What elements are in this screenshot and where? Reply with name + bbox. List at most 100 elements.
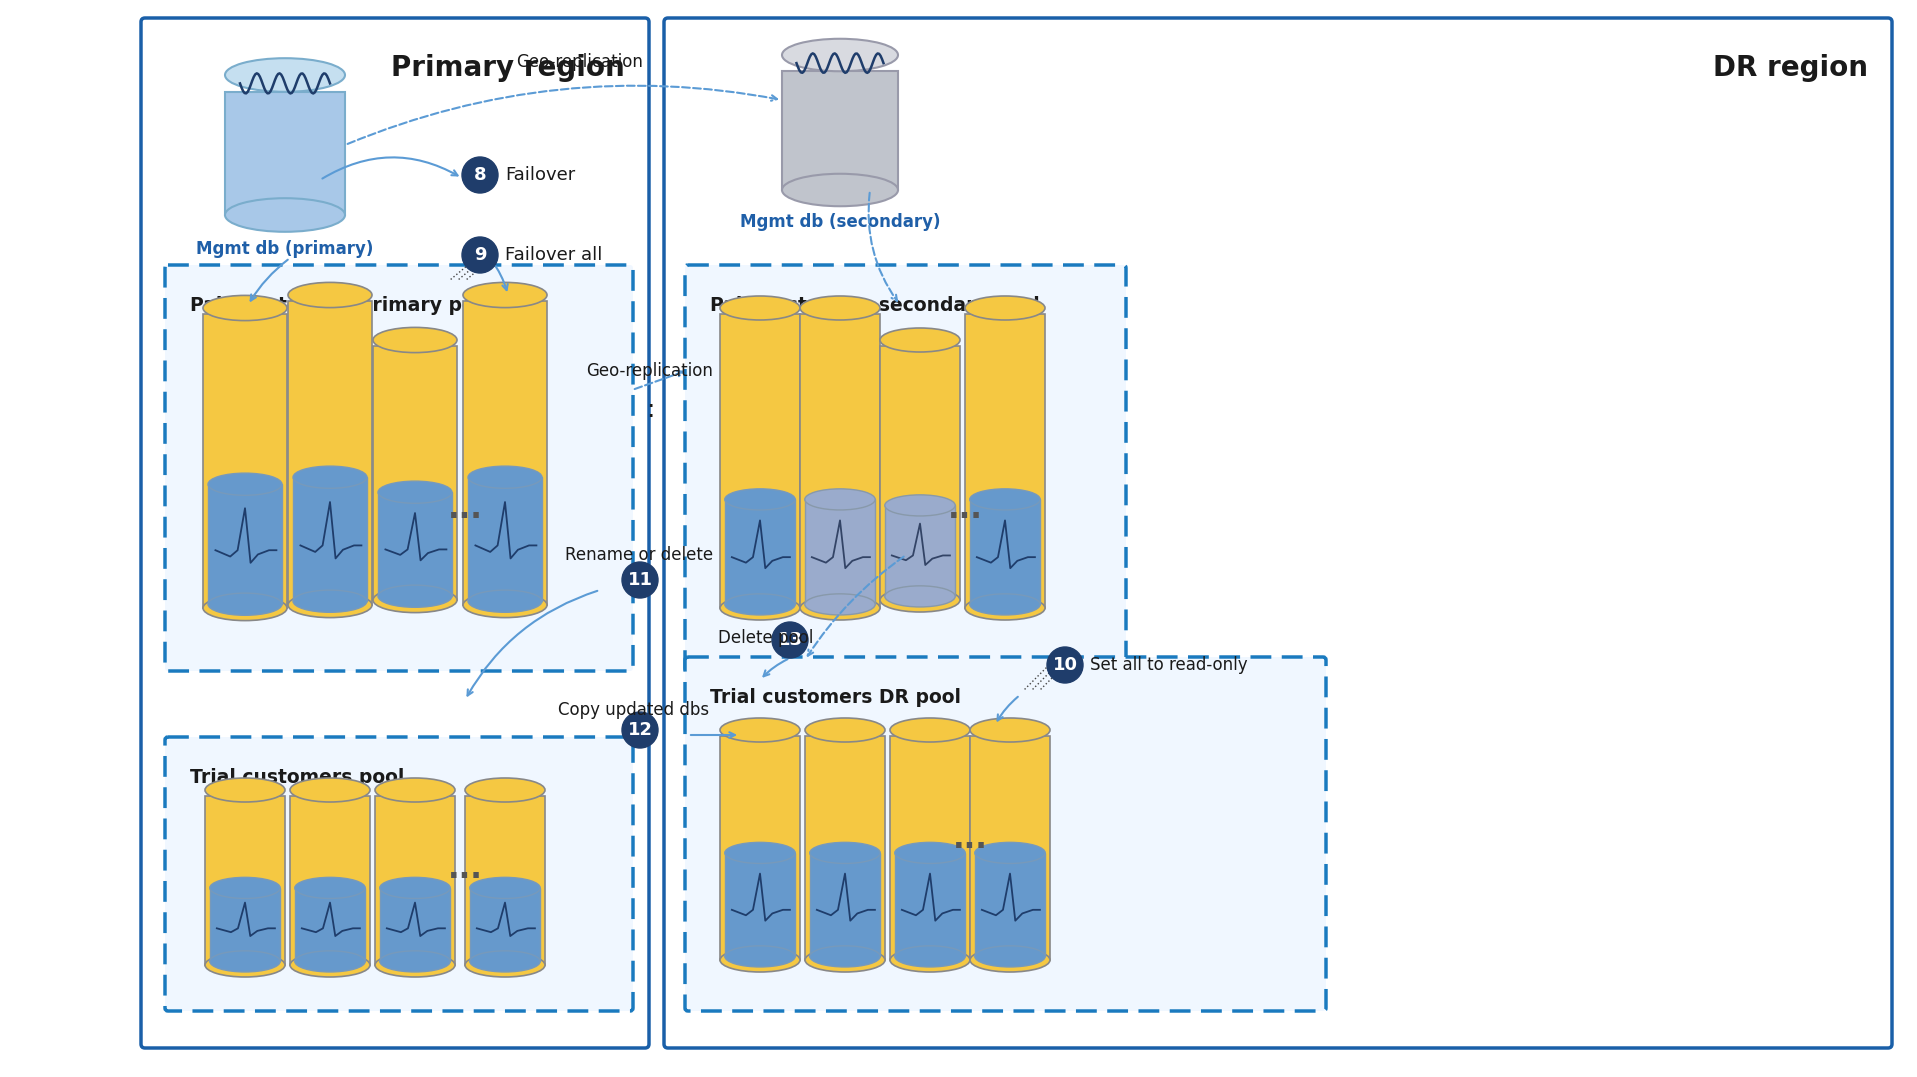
Polygon shape [886,505,955,597]
FancyBboxPatch shape [684,265,1125,671]
Ellipse shape [209,473,282,495]
Ellipse shape [380,951,450,971]
Ellipse shape [964,596,1045,620]
Polygon shape [805,736,886,960]
Ellipse shape [466,953,544,977]
Polygon shape [976,853,1045,956]
Polygon shape [376,796,454,965]
Ellipse shape [895,842,964,864]
Text: :: : [646,398,654,422]
Ellipse shape [293,466,366,488]
Ellipse shape [880,588,960,612]
Ellipse shape [293,590,366,613]
Ellipse shape [799,296,880,320]
Text: ...: ... [947,495,982,524]
FancyBboxPatch shape [684,657,1327,1011]
Polygon shape [799,314,880,609]
Text: 10: 10 [1052,656,1077,674]
Ellipse shape [721,596,799,620]
Ellipse shape [378,481,452,503]
Ellipse shape [289,953,370,977]
Text: DR region: DR region [1714,54,1867,82]
Ellipse shape [378,585,452,607]
Ellipse shape [209,951,280,971]
Text: Copy updated dbs: Copy updated dbs [558,701,709,719]
Ellipse shape [976,946,1045,967]
Ellipse shape [725,842,796,864]
Ellipse shape [721,296,799,320]
Text: 11: 11 [627,571,652,589]
Polygon shape [289,796,370,965]
Ellipse shape [970,593,1041,615]
Polygon shape [203,314,288,609]
Polygon shape [725,500,796,604]
Circle shape [462,157,498,193]
Ellipse shape [895,946,964,967]
Ellipse shape [380,878,450,898]
Circle shape [621,712,658,749]
Text: Geo-replication: Geo-replication [516,53,644,71]
Text: 12: 12 [627,721,652,739]
Ellipse shape [725,489,796,510]
Ellipse shape [224,198,345,232]
Polygon shape [470,887,541,962]
Ellipse shape [970,718,1051,742]
Ellipse shape [725,946,796,967]
Ellipse shape [295,951,366,971]
Circle shape [1047,647,1083,683]
Ellipse shape [466,778,544,802]
Text: ...: ... [447,495,483,524]
Polygon shape [725,853,796,956]
Circle shape [621,562,658,598]
Ellipse shape [376,778,454,802]
FancyBboxPatch shape [165,265,633,671]
Ellipse shape [468,466,543,488]
Polygon shape [970,500,1041,604]
Text: Primary region: Primary region [391,54,625,82]
Ellipse shape [721,718,799,742]
Ellipse shape [805,948,886,973]
Ellipse shape [374,327,456,352]
Polygon shape [288,302,372,605]
Ellipse shape [889,948,970,973]
Ellipse shape [468,590,543,613]
Polygon shape [880,346,960,600]
Polygon shape [895,853,964,956]
Text: Mgmt db (primary): Mgmt db (primary) [196,240,374,258]
Ellipse shape [224,58,345,92]
Text: Delete pool: Delete pool [719,629,813,647]
Ellipse shape [964,296,1045,320]
Text: Failover all: Failover all [504,246,602,264]
Polygon shape [468,477,543,601]
Ellipse shape [721,948,799,973]
Text: ...: ... [447,855,483,884]
Ellipse shape [782,39,897,71]
Polygon shape [805,500,876,604]
Ellipse shape [886,494,955,516]
Ellipse shape [782,173,897,206]
Text: Paid customers secondary pool: Paid customers secondary pool [709,296,1039,314]
Ellipse shape [725,593,796,615]
Ellipse shape [470,951,541,971]
Text: Geo-replication: Geo-replication [587,362,713,380]
Ellipse shape [205,953,286,977]
Text: Set all to read-only: Set all to read-only [1091,656,1248,674]
Ellipse shape [209,593,282,615]
Polygon shape [466,796,544,965]
Ellipse shape [809,946,880,967]
Polygon shape [721,736,799,960]
Text: 13: 13 [778,631,803,649]
Polygon shape [378,492,452,597]
Polygon shape [721,314,799,609]
Polygon shape [964,314,1045,609]
Ellipse shape [889,718,970,742]
Circle shape [773,623,807,658]
Polygon shape [970,736,1051,960]
Ellipse shape [799,596,880,620]
Polygon shape [209,887,280,962]
Ellipse shape [295,878,366,898]
Ellipse shape [970,489,1041,510]
Polygon shape [374,347,456,600]
Polygon shape [889,736,970,960]
Ellipse shape [205,778,286,802]
